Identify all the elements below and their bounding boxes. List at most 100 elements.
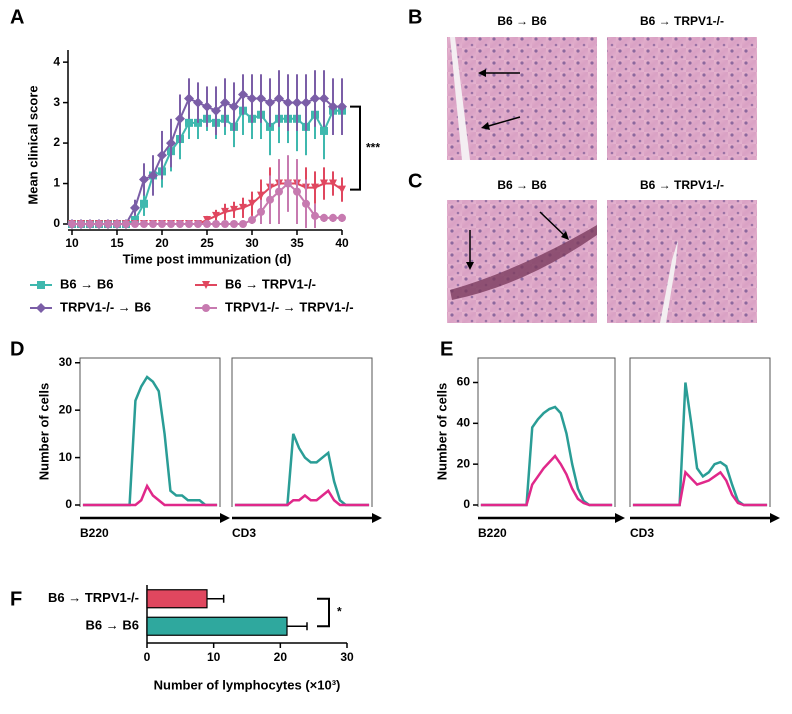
series-line [480,405,613,507]
x-tick-label: 30 [245,236,259,250]
arrowhead [466,262,474,270]
x-axis-label: B220 [80,526,109,540]
significance-label: * [337,605,342,619]
marker [328,101,338,112]
panel-label: E [440,338,453,360]
plot-frame [79,357,221,507]
marker [194,220,202,228]
marker [95,220,103,228]
histology-image [447,200,597,323]
bar [146,616,288,636]
bar [146,589,208,609]
marker [113,220,121,228]
arrow [539,211,566,237]
significance-bracket [317,597,330,628]
marker [185,118,193,127]
marker [202,101,212,112]
marker [320,126,328,135]
image-title: B6 → TRPV1-/- [640,14,724,28]
marker [185,220,193,228]
legend-marker [36,303,46,313]
x-tick-label: 10 [207,650,221,664]
marker [211,105,221,116]
marker [320,179,328,188]
x-tick-label: 20 [274,650,288,664]
marker [104,220,112,228]
histology-image [607,37,757,160]
marker [193,97,203,108]
plot-frame [231,357,373,507]
y-tick-label: 30 [59,355,73,369]
x-tick-label: 30 [340,650,354,664]
y-tick-label: 20 [59,402,73,416]
marker [284,179,292,188]
y-tick-label: 4 [53,54,60,68]
marker [320,213,328,222]
marker [148,170,158,181]
marker [130,202,140,213]
y-tick-label: 40 [457,416,471,430]
panel-label: C [408,170,422,192]
y-tick-label: 0 [65,497,72,511]
series-line [82,483,218,507]
x-axis-label: CD3 [232,526,256,540]
vessel [660,240,678,323]
x-axis-label: CD3 [630,526,654,540]
significance-bracket [350,105,361,191]
x-tick-label: 40 [335,236,349,250]
marker [310,93,320,104]
marker [131,215,139,224]
image-title: B6 → B6 [497,178,547,192]
marker [283,97,293,108]
marker [338,185,346,194]
marker [311,183,319,192]
marker [203,215,211,224]
plot-frame [629,357,771,507]
marker [337,101,347,112]
histology-image [607,200,757,323]
series-line [480,454,613,507]
marker [239,220,247,228]
x-tick-label: 25 [200,236,214,250]
marker [248,215,256,224]
marker [230,220,238,228]
legend-marker [202,304,210,312]
series-line [234,433,370,507]
legend-label: B6 → B6 [60,276,113,291]
series-line [632,382,768,507]
y-tick-label: 20 [457,456,471,470]
x-axis-label: B220 [478,526,507,540]
marker [293,187,301,196]
legend-label: TRPV1-/- → TRPV1-/- [225,299,354,314]
marker [176,220,184,228]
x-axis-label: Number of lymphocytes (×10³) [154,677,341,692]
marker [301,97,311,108]
legend-label: B6 → TRPV1-/- [225,276,316,291]
y-axis-label: Mean clinical score [25,85,40,204]
marker [140,199,148,208]
histology-image [447,37,597,160]
arrowhead [770,513,780,523]
marker [212,211,220,220]
marker [229,101,239,112]
marker [166,138,176,149]
marker [265,97,275,108]
y-tick-label: 10 [59,450,73,464]
tissue-edge [450,37,470,160]
x-tick-label: 10 [65,236,79,250]
y-tick-label: B6 → TRPV1-/- [48,590,139,605]
significance-label: *** [366,140,380,154]
marker [157,150,167,161]
marker [122,220,130,228]
arrowhead [561,231,569,240]
marker [256,93,266,104]
x-tick-label: 35 [290,236,304,250]
marker [238,89,248,100]
marker [329,179,337,188]
x-tick-label: 15 [110,236,124,250]
marker [167,220,175,228]
marker [257,191,265,200]
marker [77,220,85,228]
